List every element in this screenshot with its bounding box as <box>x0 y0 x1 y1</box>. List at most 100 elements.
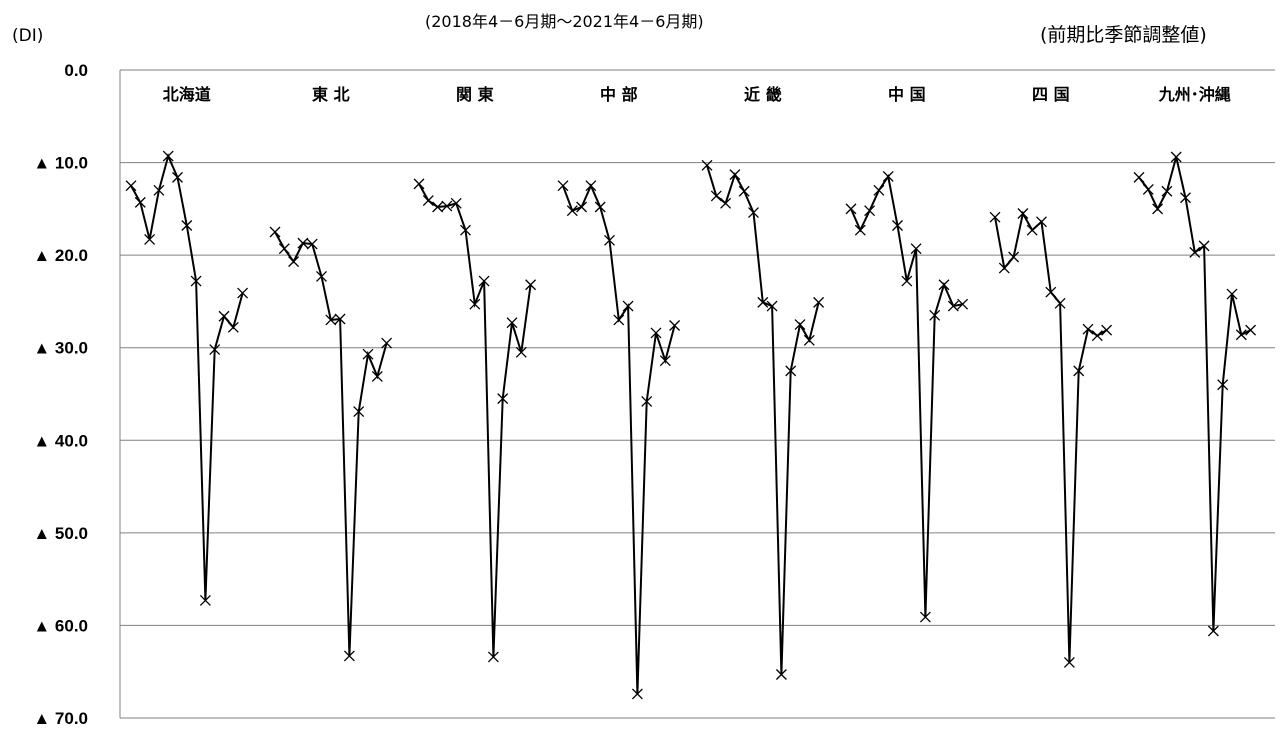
data-point-marker <box>278 243 290 255</box>
data-point-marker <box>1189 246 1201 258</box>
data-point-marker <box>594 201 606 213</box>
data-point-marker <box>1026 224 1038 236</box>
region-label: 関 東 <box>456 85 494 104</box>
data-point-marker <box>882 170 894 182</box>
y-tick-label: ▲ 40.0 <box>33 431 88 450</box>
y-tick-label: ▲ 60.0 <box>33 616 88 635</box>
data-point-marker <box>172 171 183 183</box>
data-point-marker <box>989 211 1001 223</box>
data-point-marker <box>269 226 281 238</box>
data-point-marker <box>669 320 681 331</box>
data-point-marker <box>910 243 922 255</box>
data-point-marker <box>181 220 193 231</box>
region-label: 九州･沖縄 <box>1158 85 1231 104</box>
data-point-marker <box>794 319 806 331</box>
data-point-marker <box>854 224 866 236</box>
data-point-marker <box>947 300 959 312</box>
y-tick-label: 0.0 <box>64 61 88 80</box>
data-point-marker <box>371 370 383 382</box>
data-point-marker <box>1198 240 1210 252</box>
data-point-marker <box>659 355 671 367</box>
data-point-marker <box>218 310 230 322</box>
data-point-marker <box>720 197 732 209</box>
data-point-marker <box>1101 324 1113 336</box>
data-point-marker <box>566 205 578 217</box>
series-line <box>274 231 388 657</box>
data-point-marker <box>153 184 165 196</box>
data-point-marker <box>478 275 490 287</box>
data-point-marker <box>631 688 643 700</box>
y-tick-label: ▲ 50.0 <box>33 524 88 543</box>
data-point-marker <box>1063 656 1075 668</box>
data-point-marker <box>1170 151 1182 163</box>
data-point-marker <box>1008 251 1020 263</box>
data-point-marker <box>1073 365 1085 377</box>
region-label: 中 国 <box>888 85 926 104</box>
data-point-marker <box>785 365 797 377</box>
data-point-marker <box>1054 297 1066 309</box>
y-tick-label: ▲ 30.0 <box>33 339 88 358</box>
data-point-marker <box>613 314 625 326</box>
data-point-marker <box>1091 330 1103 342</box>
data-point-marker <box>497 393 509 405</box>
data-point-marker <box>288 256 300 268</box>
data-point-marker <box>1082 323 1094 335</box>
data-point-marker <box>506 317 518 329</box>
data-point-marker <box>1207 625 1219 637</box>
data-point-marker <box>757 296 769 308</box>
data-point-marker <box>1161 185 1173 197</box>
data-point-marker <box>892 220 903 231</box>
data-point-marker <box>306 238 318 250</box>
data-point-marker <box>775 669 787 680</box>
data-point-marker <box>729 169 741 181</box>
series-line <box>850 173 963 618</box>
data-point-marker <box>237 287 249 299</box>
data-point-marker <box>515 346 527 358</box>
data-point-marker <box>864 205 876 217</box>
data-point-marker <box>710 190 722 202</box>
data-point-marker <box>873 184 885 196</box>
series-line <box>1138 156 1252 632</box>
data-point-marker <box>316 270 327 282</box>
data-point-marker <box>701 159 713 171</box>
data-point-marker <box>813 296 825 308</box>
data-point-marker <box>525 279 537 291</box>
data-point-marker <box>381 337 393 349</box>
data-point-marker <box>938 279 950 291</box>
data-point-marker <box>353 406 365 418</box>
data-point-marker <box>1152 203 1164 215</box>
data-point-marker <box>199 594 211 606</box>
data-point-marker <box>557 180 569 192</box>
y-axis-unit-label: (DI) <box>12 26 44 46</box>
data-point-marker <box>487 651 499 663</box>
data-point-marker <box>162 150 174 162</box>
data-point-marker <box>803 334 815 346</box>
data-point-marker <box>641 395 653 407</box>
region-label: 近 畿 <box>744 85 782 104</box>
data-point-marker <box>845 203 857 215</box>
data-point-marker <box>144 233 156 245</box>
series-line <box>706 165 820 675</box>
data-point-marker <box>460 224 471 236</box>
data-point-marker <box>190 275 202 287</box>
data-point-marker <box>450 197 462 209</box>
data-point-marker <box>334 313 346 325</box>
series-line <box>994 210 1108 663</box>
data-point-marker <box>432 201 444 213</box>
data-point-marker <box>998 262 1010 274</box>
data-point-marker <box>325 314 337 326</box>
data-point-marker <box>422 195 434 206</box>
region-label: 四 国 <box>1032 85 1070 104</box>
data-point-marker <box>957 298 969 310</box>
data-point-marker <box>919 611 931 623</box>
data-point-marker <box>901 275 913 287</box>
data-point-marker <box>748 207 759 219</box>
series-line <box>130 153 244 601</box>
data-point-marker <box>413 178 425 190</box>
data-point-marker <box>1045 286 1057 298</box>
region-label: 中 部 <box>600 85 638 104</box>
adjustment-note: (前期比季節調整値) <box>1040 24 1207 46</box>
data-point-marker <box>134 196 146 208</box>
y-tick-label: ▲ 10.0 <box>33 154 88 173</box>
